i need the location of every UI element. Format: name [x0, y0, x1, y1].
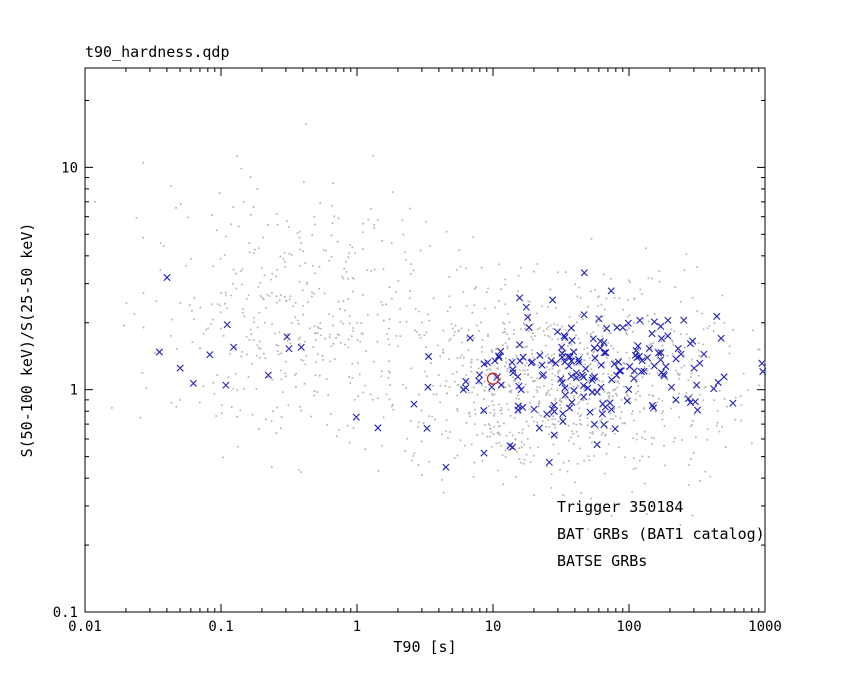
- legend-batse-label: BATSE GRBs: [557, 552, 647, 570]
- x-tick-label: 1: [353, 619, 361, 635]
- x-axis-label: T90 [s]: [393, 638, 456, 656]
- trigger-marker-layer: [486, 372, 500, 385]
- trigger-marker: [486, 372, 500, 385]
- legend-bat-label: BAT GRBs (BAT1 catalog): [557, 525, 765, 543]
- x-tick-label: 100: [616, 619, 641, 635]
- legend-trigger-label: Trigger 350184: [557, 498, 683, 516]
- batse-points-layer: [94, 123, 766, 531]
- x-tick-label: 0.1: [208, 619, 233, 635]
- x-tick-label: 1000: [748, 619, 782, 635]
- plot-frame: [84, 67, 766, 613]
- bat-points-layer: [155, 269, 767, 471]
- x-tick-label: 10: [485, 619, 502, 635]
- y-tick-label: 1: [70, 383, 78, 399]
- axis-ticks-layer: [84, 68, 766, 613]
- x-tick-label: 0.01: [68, 619, 102, 635]
- y-axis-label: S(50-100 keV)/S(25-50 keV): [18, 223, 36, 458]
- y-tick-label: 10: [61, 160, 78, 176]
- plot-title: t90_hardness.qdp: [85, 43, 230, 61]
- y-tick-label: 0.1: [53, 605, 78, 621]
